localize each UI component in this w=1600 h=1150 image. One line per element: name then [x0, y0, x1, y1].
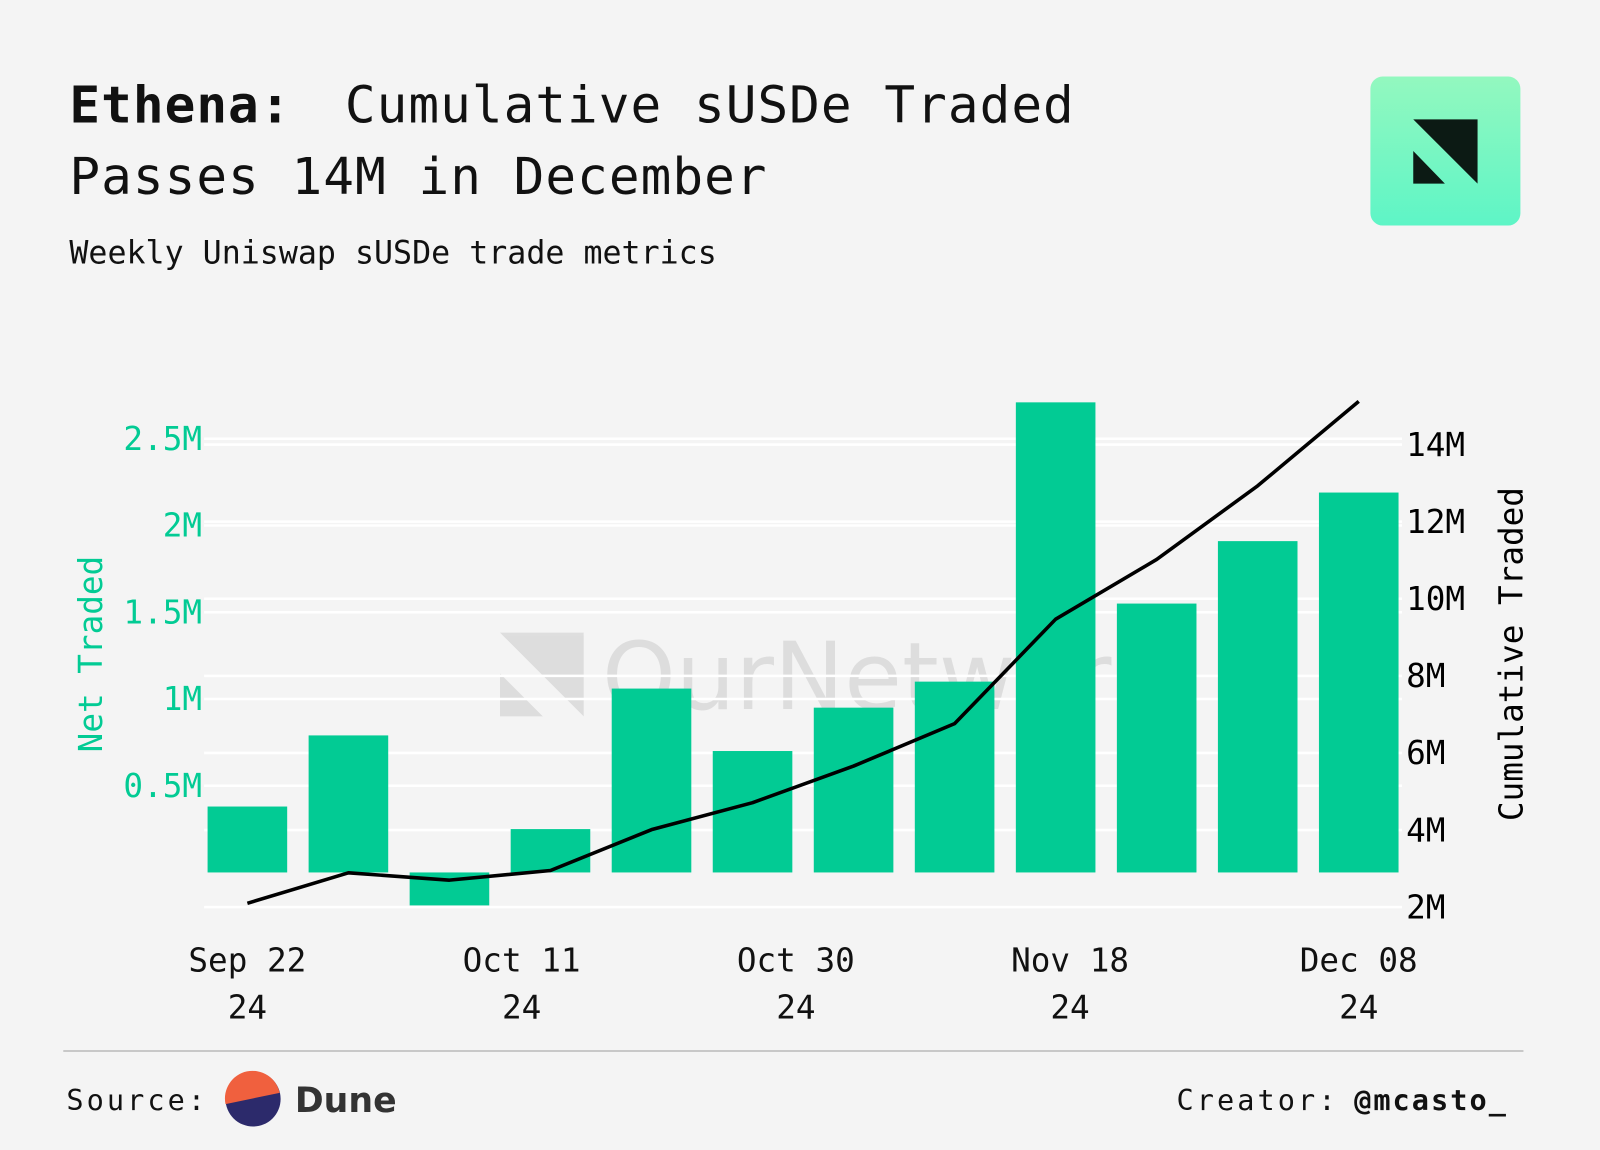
bar [611, 688, 692, 873]
x-tick-label: 24 [228, 988, 267, 1026]
bar [1015, 402, 1096, 873]
chart-title: Cumulative sUSDe Traded [345, 76, 1075, 135]
x-tick-label: Sep 22 [188, 941, 306, 979]
bar [510, 829, 591, 873]
source-name: Dune [295, 1081, 397, 1121]
bar [207, 806, 288, 873]
y-tick-label: 0.5M [123, 767, 202, 805]
x-tick-label: 24 [776, 988, 815, 1026]
x-tick-label: 24 [502, 988, 541, 1026]
y-tick-label: 2M [163, 507, 202, 545]
y-tick-label: 2.5M [123, 420, 202, 458]
chart-subtitle: Weekly Uniswap sUSDe trade metrics [69, 235, 716, 271]
y2-tick-label: 10M [1406, 580, 1465, 618]
y2-tick-label: 2M [1406, 888, 1445, 926]
x-tick-label: 24 [1339, 988, 1378, 1026]
y2-tick-label: 12M [1406, 503, 1465, 541]
bar [1116, 603, 1197, 873]
y-axis-title: Net Traded [72, 556, 110, 753]
bar [308, 735, 389, 873]
x-tick-label: Dec 08 [1300, 941, 1418, 979]
y2-tick-label: 8M [1406, 657, 1445, 695]
bar [813, 707, 894, 873]
line [246, 400, 1360, 905]
x-tick-label: Nov 18 [1011, 941, 1129, 979]
creator-label: Creator: [1177, 1083, 1339, 1117]
chart-title-label: Ethena: [69, 76, 291, 135]
bar [1318, 492, 1399, 873]
creator-name: @mcasto_ [1354, 1083, 1508, 1117]
x-tick-label: 24 [1050, 988, 1089, 1026]
x-tick-label: Oct 30 [737, 941, 855, 979]
y-tick-label: 1.5M [123, 593, 202, 631]
bar [1217, 541, 1298, 873]
bar [914, 681, 995, 873]
y-tick-label: 1M [163, 680, 202, 718]
y2-tick-label: 14M [1406, 426, 1465, 464]
source-logo [224, 1070, 281, 1127]
chart-title: Passes 14M in December [69, 148, 767, 207]
bar [712, 751, 793, 873]
x-tick-label: Oct 11 [463, 941, 581, 979]
logo [1370, 76, 1521, 226]
y2-tick-label: 4M [1406, 811, 1445, 849]
y2-tick-label: 6M [1406, 734, 1445, 772]
y2-axis-title: Cumulative Traded [1492, 487, 1530, 821]
source-label: Source: [66, 1083, 208, 1117]
